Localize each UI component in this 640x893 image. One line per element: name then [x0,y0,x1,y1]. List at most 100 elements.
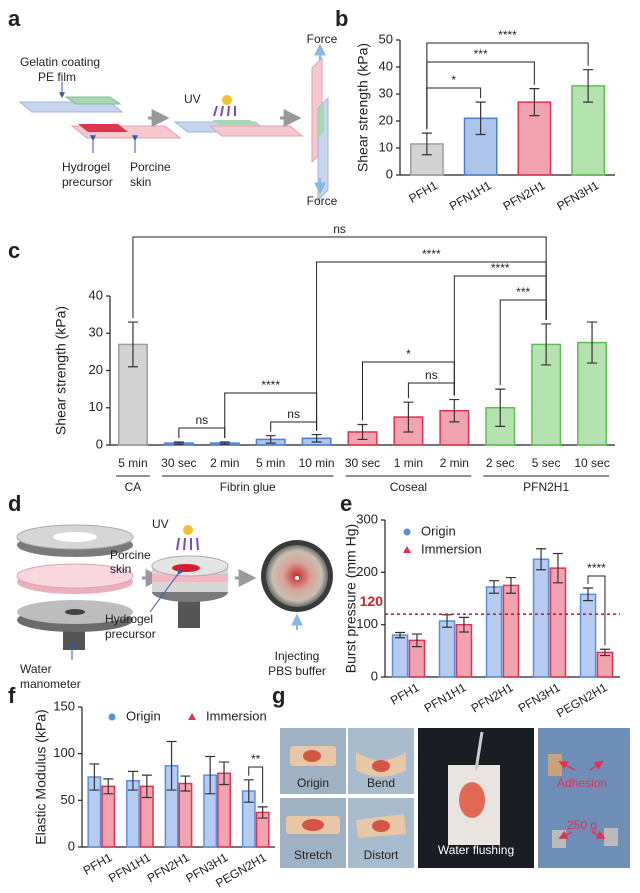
significance-label: ns [195,413,208,427]
significance-bracket [224,392,318,439]
y-tick-label: 20 [379,112,393,127]
y-tick-label: 200 [356,564,378,579]
error-bar [529,88,540,117]
x-tick-label: PFN2H1 [501,178,548,213]
y-axis-label: Elastic Modulus (kPa) [33,709,49,844]
error-bar [103,778,114,795]
significance-bracket [178,427,226,439]
legend-marker [403,528,411,536]
y-tick-label: 10 [89,399,103,414]
y-tick-label: 10 [379,139,393,154]
label: skin [110,562,131,576]
x-tick-label: 10 sec [574,456,609,470]
significance-bracket [499,299,547,386]
y-tick-label: 50 [379,31,393,46]
error-bar [552,552,563,584]
error-bar [403,401,414,433]
x-tick-label: 5 min [118,456,147,470]
error-bar [411,633,422,648]
bar [579,593,597,678]
y-tick-label: 150 [53,698,75,713]
legend-label: Immersion [421,541,482,556]
label: Porcine [130,160,171,174]
x-tick-label: 30 sec [345,456,380,470]
label: precursor [62,175,113,189]
panel-label: c [8,238,20,263]
significance-label: ns [425,368,438,382]
y-tick-label: 40 [379,58,393,73]
error-bar [475,101,486,136]
significance-label: * [406,347,411,361]
bar [178,782,193,848]
significance-label: * [451,73,456,87]
diagram-d: Water manometer Porcine skin UV Hydrogel… [16,517,333,691]
label: manometer [20,677,81,691]
group-label: Coseal [390,480,427,494]
significance-label: **** [261,378,280,392]
significance-label: **** [491,261,510,275]
label: Force [307,32,338,46]
label: Water [20,662,52,676]
watermark: 头条 @医学顾事 [533,867,628,882]
y-tick-label: 30 [89,325,103,340]
label: Porcine [110,548,151,562]
significance-bracket [248,766,264,803]
significance-label: **** [422,247,441,261]
y-tick-label: 0 [386,166,393,181]
photo-label: 250 g [567,818,597,832]
error-bar [587,321,598,364]
x-tick-label: 2 min [440,456,469,470]
bar [485,586,503,678]
label: PBS buffer [268,664,326,678]
x-tick-label: 2 sec [486,456,515,470]
group-label: PFN2H1 [523,480,569,494]
significance-bracket [426,87,482,130]
y-tick-label: 0 [68,838,75,853]
error-bar [243,779,254,803]
significance-label: *** [474,47,488,61]
error-bar [583,587,594,602]
x-tick-label: PEGN2H1 [554,680,610,720]
y-axis-label: Shear strength (kPa) [355,43,371,172]
significance-bracket [453,275,547,396]
panel-label: b [335,6,348,31]
error-bar [127,321,138,368]
panel-label: e [340,491,352,516]
photo-label: Adhesion [557,776,607,790]
error-bar [173,441,184,445]
y-tick-label: 100 [53,745,75,760]
reference-label: 120 [360,593,384,609]
significance-label: **** [587,561,606,575]
x-tick-label: 5 sec [532,456,561,470]
significance-bracket [362,361,455,421]
x-tick-label: PFN2H1 [145,850,192,885]
panel-label: f [8,683,16,708]
group-label: CA [125,480,142,494]
significance-bracket [132,236,547,320]
group-label: Fibrin glue [220,480,276,494]
photo-label: Bend [367,776,395,790]
x-tick-label: 30 sec [161,456,196,470]
x-tick-label: 5 min [256,456,285,470]
x-tick-label: PFN3H1 [554,178,601,213]
y-tick-label: 30 [379,85,393,100]
photo-label: Water flushing [438,843,514,857]
x-tick-label: PFH1 [406,178,440,206]
panel-label: g [272,683,285,708]
error-bar [541,323,552,366]
error-bar [421,132,432,156]
error-bar [489,580,500,594]
error-bar [141,774,152,799]
x-tick-label: PFH1 [388,680,422,708]
x-tick-label: PFN2H1 [469,680,516,715]
panel-label: d [8,491,21,516]
photo-label: Distort [364,848,399,862]
error-bar [166,740,177,791]
significance-label: *** [516,285,530,299]
error-bar [458,616,469,633]
significance-bracket [316,261,547,431]
panel-label: a [8,6,21,31]
y-tick-label: 50 [61,792,75,807]
label: precursor [105,627,156,641]
